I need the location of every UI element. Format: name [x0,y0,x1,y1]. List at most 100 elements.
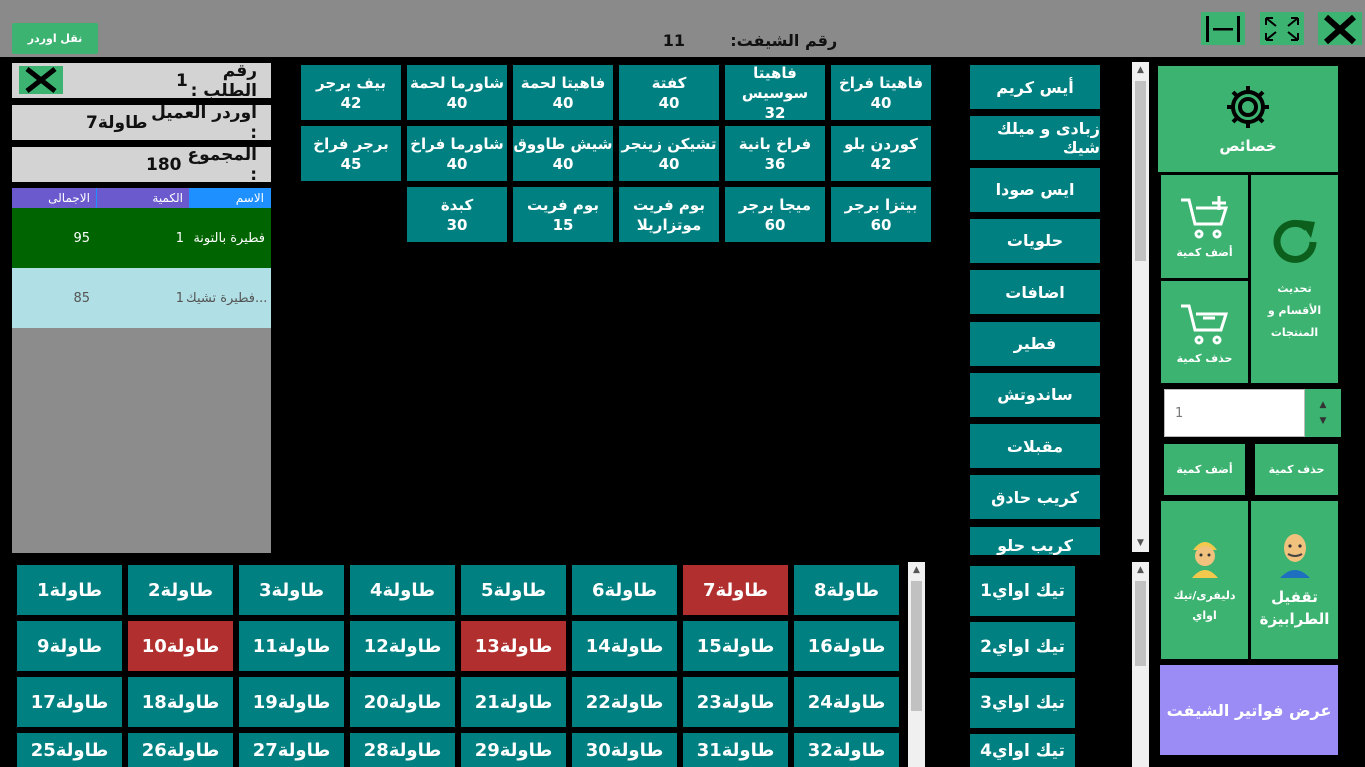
row-name: فطيرة بالتونة [193,230,265,246]
minimize-button[interactable] [1201,12,1245,45]
product-button[interactable]: شيش طاووق 40 [513,126,613,181]
table-button[interactable]: طاولة23 [683,677,788,727]
maximize-button[interactable] [1260,12,1304,45]
product-button[interactable]: ميجا برجر 60 [725,187,825,242]
table-button[interactable]: طاولة18 [128,677,233,727]
product-button[interactable]: بيتزا برجر 60 [831,187,931,242]
product-button[interactable]: بيف برجر 42 [301,65,401,120]
table-button[interactable]: طاولة28 [350,733,455,767]
clear-order-button[interactable] [19,66,63,94]
table-button[interactable]: طاولة12 [350,621,455,671]
table-button[interactable]: طاولة27 [239,733,344,767]
scroll-up-icon[interactable]: ▲ [1137,565,1144,575]
category-button[interactable]: ساندوتش [970,372,1100,417]
table-button[interactable]: طاولة3 [239,565,344,615]
remove-quantity-small-button[interactable]: حذف كمية [1255,444,1338,495]
product-name: كبدة [440,195,474,214]
category-button[interactable]: زبادى و ميلك شيك [970,116,1100,161]
table-button[interactable]: طاولة14 [572,621,677,671]
category-button[interactable]: اضافات [970,270,1100,315]
scroll-down-icon[interactable]: ▼ [1137,538,1144,548]
category-button[interactable]: أيس كريم [970,65,1100,109]
table-button[interactable]: طاولة15 [683,621,788,671]
product-button[interactable]: فراخ بانية 36 [725,126,825,181]
product-button[interactable]: برجر فراخ 45 [301,126,401,181]
lock-tables-button[interactable]: تقفيل الطرابيزة [1251,501,1338,659]
close-button[interactable] [1318,12,1362,45]
remove-quantity-button[interactable]: حذف كمية [1161,281,1248,383]
product-button[interactable]: كبدة 30 [407,187,507,242]
chevron-down-icon[interactable]: ▼ [1319,416,1327,426]
takeaway-button[interactable]: تيك اواي2 [970,622,1075,672]
table-button[interactable]: طاولة29 [461,733,566,767]
product-button[interactable]: تشيكن زينجر 40 [619,126,719,181]
category-button[interactable]: حلويات [970,218,1100,263]
table-button[interactable]: طاولة17 [17,677,122,727]
column-name: الاسم [190,188,271,208]
table-button[interactable]: طاولة10 [128,621,233,671]
shift-invoices-button[interactable]: عرض فواتير الشيفت [1160,665,1338,755]
table-button[interactable]: طاولة2 [128,565,233,615]
row-name: فطيرة تشيك... [186,290,268,306]
scroll-thumb[interactable] [911,581,922,711]
add-quantity-small-button[interactable]: أضف كمية [1164,444,1245,495]
table-button[interactable]: طاولة24 [794,677,899,727]
product-button[interactable]: فاهيتا سوسيس 32 [725,64,825,122]
takeaway-scrollbar[interactable]: ▲ [1132,562,1149,767]
delivery-button[interactable]: دليفرى/تيك اواي [1161,501,1248,659]
category-button[interactable]: مقبلات [970,424,1100,469]
table-button[interactable]: طاولة19 [239,677,344,727]
chevron-up-icon[interactable]: ▲ [1319,400,1327,410]
category-button[interactable]: ايس صودا [970,167,1100,212]
table-row[interactable]: 95 1 فطيرة بالتونة [12,208,271,268]
quantity-input[interactable]: 1 [1164,389,1305,437]
product-button[interactable]: فاهيتا فراخ 40 [831,65,931,120]
scroll-up-icon[interactable]: ▲ [913,565,920,575]
scroll-thumb[interactable] [1135,81,1146,261]
category-button[interactable]: كريب حادق [970,475,1100,520]
product-button[interactable]: شاورما فراخ 40 [407,126,507,181]
product-button[interactable]: بوم فريت موتزاريلا [619,187,719,242]
table-button[interactable]: طاولة21 [461,677,566,727]
table-button[interactable]: طاولة32 [794,733,899,767]
add-quantity-button[interactable]: أضف كمية [1161,175,1248,278]
close-icon [1324,14,1356,44]
product-name: بيف برجر [316,73,386,92]
category-button[interactable]: كريب حلو [970,526,1100,555]
table-button[interactable]: طاولة16 [794,621,899,671]
product-price: 40 [658,154,680,173]
scroll-up-icon[interactable]: ▲ [1137,65,1144,75]
product-button[interactable]: فاهيتا لحمة 40 [513,65,613,120]
table-button[interactable]: طاولة11 [239,621,344,671]
product-button[interactable]: كوردن بلو 42 [831,126,931,181]
table-button[interactable]: طاولة4 [350,565,455,615]
table-button[interactable]: طاولة13 [461,621,566,671]
table-button[interactable]: طاولة5 [461,565,566,615]
table-button[interactable]: طاولة6 [572,565,677,615]
refresh-button[interactable]: تحديث الأقسام و المنتجات [1251,175,1338,383]
categories-scrollbar[interactable]: ▲ ▼ [1132,62,1149,552]
table-button[interactable]: طاولة8 [794,565,899,615]
category-button[interactable]: فطير [970,321,1100,366]
takeaway-button[interactable]: تيك اواي3 [970,678,1075,728]
table-button[interactable]: طاولة30 [572,733,677,767]
table-button[interactable]: طاولة20 [350,677,455,727]
table-button[interactable]: طاولة31 [683,733,788,767]
product-button[interactable]: بوم فريت 15 [513,187,613,242]
takeaway-button[interactable]: تيك اواي1 [970,566,1075,616]
table-button[interactable]: طاولة7 [683,565,788,615]
table-button[interactable]: طاولة1 [17,565,122,615]
scroll-thumb[interactable] [1135,581,1146,666]
product-button[interactable]: شاورما لحمة 40 [407,65,507,120]
table-button[interactable]: طاولة9 [17,621,122,671]
product-button[interactable]: كفتة 40 [619,65,719,120]
takeaway-button[interactable]: تيك اواي4 [970,734,1075,767]
tables-scrollbar[interactable]: ▲ [908,562,925,767]
properties-button[interactable]: خصائص [1158,66,1338,172]
table-button[interactable]: طاولة22 [572,677,677,727]
table-button[interactable]: طاولة26 [128,733,233,767]
table-row[interactable]: 85 1 فطيرة تشيك... [12,268,271,328]
table-button[interactable]: طاولة25 [17,733,122,767]
transfer-order-button[interactable]: نقل اوردر [12,23,98,54]
quantity-stepper[interactable]: ▲ ▼ [1305,389,1341,437]
